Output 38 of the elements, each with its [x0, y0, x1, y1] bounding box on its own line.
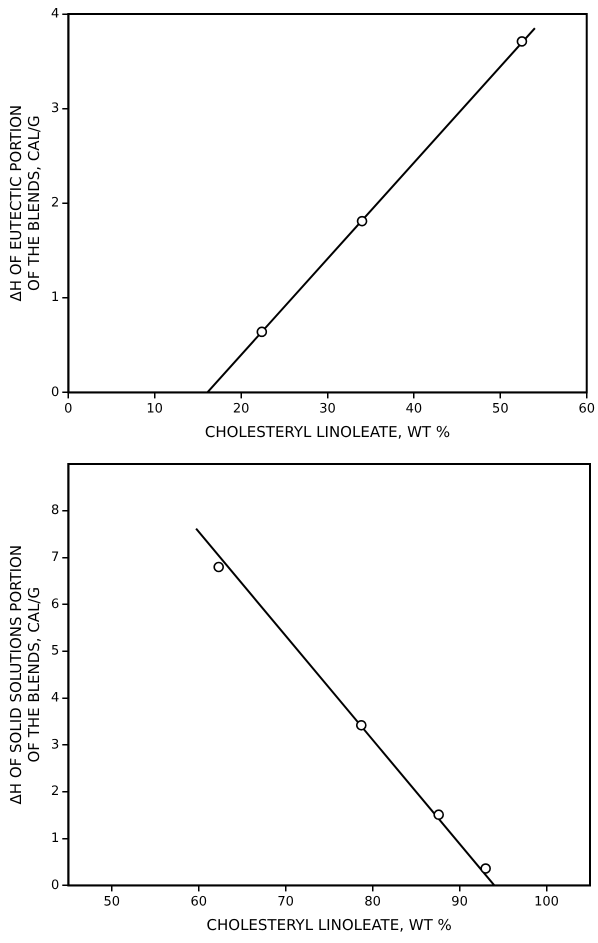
x-tick-label: 50: [103, 894, 120, 910]
x-tick-label: 80: [364, 894, 381, 910]
x-tick-label: 30: [319, 402, 336, 417]
point: [433, 809, 444, 820]
y-tick-label: 1: [50, 290, 60, 306]
point: [356, 720, 367, 731]
y-tick-label: 2: [50, 196, 60, 211]
x-tick-label: 50: [492, 402, 509, 417]
x-axis-title: CHOLESTERYL LINOLEATE, WT %: [206, 916, 452, 934]
x-tick-label: 70: [277, 894, 294, 910]
y-tick-label: 4: [50, 6, 60, 22]
x-tick-label: 60: [578, 402, 595, 417]
y-tick-label: 8: [50, 503, 60, 518]
y-axis-title: ΔH OF SOLID SOLUTIONS PORTION OF THE BLENDS, CAL/G: [6, 544, 43, 804]
y-tick-label: 4: [50, 690, 60, 706]
point: [213, 562, 224, 572]
x-tick-label: 0: [64, 402, 72, 417]
x-tick-label: 20: [232, 402, 250, 417]
y-tick-label: 0: [50, 384, 60, 400]
point: [356, 216, 368, 226]
y-tick-label: 3: [50, 100, 60, 116]
x-tick-label: 10: [146, 402, 163, 417]
x-tick-label: 40: [406, 402, 422, 417]
y-tick-label: 6: [50, 596, 60, 612]
x-axis-title: CHOLESTERYL LINOLEATE, WT %: [204, 422, 450, 441]
y-tick-label: 1: [50, 830, 60, 846]
point: [256, 326, 268, 338]
y-tick-label: 2: [50, 784, 60, 800]
point: [516, 36, 528, 47]
y-tick-label: 3: [50, 737, 60, 752]
y-tick-label: 0: [50, 878, 60, 893]
y-axis-title: ΔH OF EUTECTIC PORTION OF THE BLENDS, CAL/G: [6, 104, 43, 302]
point: [480, 863, 491, 874]
x-tick-label: 60: [190, 894, 207, 910]
y-tick-label: 5: [50, 644, 60, 659]
x-tick-label: 100: [534, 894, 559, 910]
x-tick-label: 90: [451, 894, 468, 910]
y-tick-label: 7: [50, 550, 60, 566]
